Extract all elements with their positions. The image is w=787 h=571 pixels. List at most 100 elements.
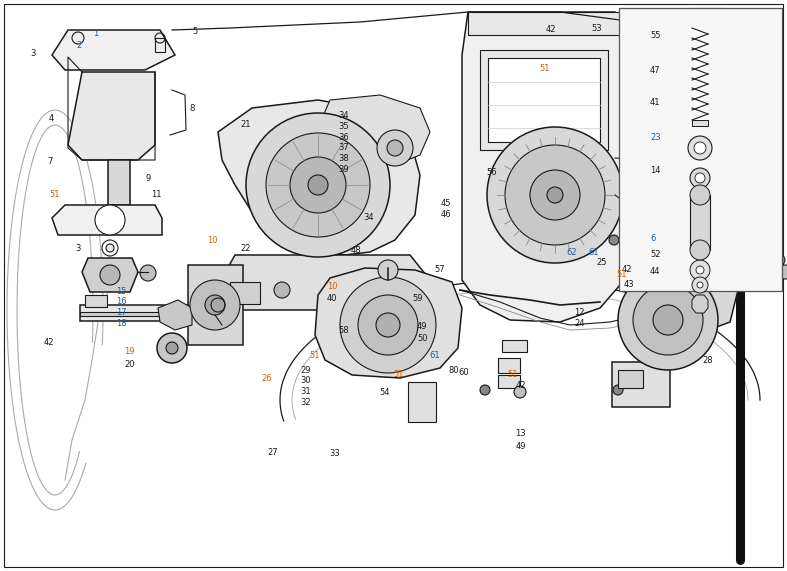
Text: 32: 32	[301, 398, 312, 407]
Bar	[692, 120, 708, 126]
Text: 61: 61	[429, 351, 440, 360]
Text: 51: 51	[394, 369, 404, 379]
Circle shape	[340, 277, 436, 373]
Circle shape	[246, 113, 390, 257]
Text: 51: 51	[50, 190, 60, 199]
Text: 44: 44	[650, 267, 660, 276]
Text: 19: 19	[124, 347, 135, 356]
Bar	[498, 375, 520, 388]
Text: 11: 11	[151, 190, 161, 199]
Circle shape	[102, 240, 118, 256]
Text: 54: 54	[379, 388, 390, 397]
Circle shape	[653, 305, 683, 335]
Polygon shape	[692, 295, 708, 313]
Bar	[80, 305, 188, 321]
Circle shape	[514, 386, 526, 398]
Bar	[498, 358, 520, 373]
Polygon shape	[462, 12, 620, 322]
Text: 23: 23	[650, 132, 661, 142]
Bar	[480, 50, 608, 150]
Text: 62: 62	[567, 248, 578, 257]
Circle shape	[266, 133, 370, 237]
Circle shape	[775, 255, 785, 265]
Polygon shape	[218, 255, 432, 310]
Text: 56: 56	[486, 168, 497, 177]
Circle shape	[480, 385, 490, 395]
Text: 2: 2	[76, 41, 82, 50]
Circle shape	[697, 282, 703, 288]
Circle shape	[609, 235, 619, 245]
Circle shape	[378, 260, 398, 280]
Text: 38: 38	[338, 154, 349, 163]
Text: 46: 46	[441, 210, 452, 219]
Polygon shape	[52, 205, 162, 235]
Bar	[85, 295, 107, 307]
Circle shape	[100, 265, 120, 285]
Bar	[488, 58, 600, 142]
Circle shape	[274, 282, 290, 298]
Text: 16: 16	[116, 297, 127, 306]
Text: 61: 61	[589, 248, 600, 257]
Circle shape	[690, 240, 710, 260]
Text: 42: 42	[545, 25, 556, 34]
Text: 25: 25	[597, 258, 607, 267]
Text: 6: 6	[650, 234, 656, 243]
Text: 20: 20	[124, 360, 135, 369]
Text: 41: 41	[650, 98, 660, 107]
Polygon shape	[632, 255, 738, 335]
Text: 22: 22	[240, 244, 250, 253]
Circle shape	[487, 127, 623, 263]
Circle shape	[694, 142, 706, 154]
Text: 28: 28	[703, 356, 714, 365]
Bar	[80, 312, 188, 316]
Text: 1: 1	[93, 29, 98, 38]
Circle shape	[618, 270, 718, 370]
Circle shape	[732, 255, 748, 271]
Bar	[188, 265, 243, 345]
Circle shape	[613, 385, 623, 395]
Text: 50: 50	[417, 333, 427, 343]
Text: 51: 51	[508, 369, 518, 379]
Text: 15: 15	[116, 287, 127, 296]
Text: 26: 26	[261, 373, 272, 383]
Bar	[755, 255, 775, 263]
Circle shape	[505, 145, 605, 245]
Text: 51: 51	[616, 270, 626, 279]
Text: 12: 12	[575, 308, 585, 317]
Bar	[502, 340, 527, 352]
Polygon shape	[158, 300, 192, 330]
Text: 55: 55	[650, 31, 660, 40]
Text: 35: 35	[338, 122, 349, 131]
Polygon shape	[468, 12, 620, 35]
Text: 40: 40	[327, 293, 337, 303]
Circle shape	[205, 295, 225, 315]
Text: 52: 52	[650, 250, 660, 259]
Bar	[690, 195, 710, 250]
Circle shape	[778, 265, 787, 279]
Polygon shape	[82, 258, 138, 292]
Text: 33: 33	[329, 449, 340, 459]
Circle shape	[95, 205, 125, 235]
Text: 45: 45	[441, 199, 451, 208]
Text: 47: 47	[650, 66, 661, 75]
Circle shape	[358, 295, 418, 355]
Text: 13: 13	[515, 429, 527, 439]
Polygon shape	[52, 30, 175, 70]
Text: 4: 4	[49, 114, 54, 123]
Bar	[618, 370, 643, 388]
Bar	[408, 382, 436, 422]
Circle shape	[140, 265, 156, 281]
Text: 30: 30	[301, 376, 312, 385]
Circle shape	[106, 244, 114, 252]
Circle shape	[290, 157, 346, 213]
Text: 31: 31	[301, 387, 312, 396]
Text: 39: 39	[338, 164, 349, 174]
Circle shape	[692, 277, 708, 293]
Text: 59: 59	[412, 293, 423, 303]
Text: 60: 60	[458, 368, 469, 377]
Text: 8: 8	[189, 104, 194, 113]
Text: 27: 27	[268, 448, 279, 457]
Text: 49: 49	[417, 322, 427, 331]
Text: 51: 51	[539, 64, 549, 73]
Circle shape	[530, 170, 580, 220]
